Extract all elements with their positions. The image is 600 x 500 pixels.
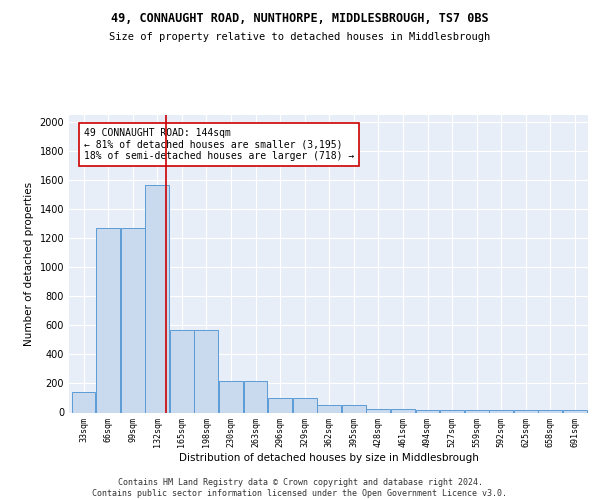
Bar [121, 228, 145, 412]
Text: 49, CONNAUGHT ROAD, NUNTHORPE, MIDDLESBROUGH, TS7 0BS: 49, CONNAUGHT ROAD, NUNTHORPE, MIDDLESBR… [111, 12, 489, 26]
Y-axis label: Number of detached properties: Number of detached properties [24, 182, 34, 346]
Bar [170, 330, 194, 412]
Bar [194, 330, 218, 412]
Bar [96, 228, 120, 412]
Bar [219, 382, 243, 412]
Bar [293, 398, 317, 412]
Bar [145, 184, 169, 412]
Bar [514, 410, 538, 412]
Bar [416, 410, 439, 412]
Bar [391, 409, 415, 412]
Bar [367, 409, 391, 412]
Bar [71, 392, 95, 412]
Bar [317, 405, 341, 412]
Bar [244, 382, 268, 412]
Text: 49 CONNAUGHT ROAD: 144sqm
← 81% of detached houses are smaller (3,195)
18% of se: 49 CONNAUGHT ROAD: 144sqm ← 81% of detac… [83, 128, 354, 162]
Bar [563, 410, 587, 412]
Bar [342, 405, 366, 412]
X-axis label: Distribution of detached houses by size in Middlesbrough: Distribution of detached houses by size … [179, 453, 478, 463]
Bar [440, 410, 464, 412]
Bar [538, 410, 562, 412]
Bar [268, 398, 292, 412]
Bar [490, 410, 513, 412]
Text: Contains HM Land Registry data © Crown copyright and database right 2024.
Contai: Contains HM Land Registry data © Crown c… [92, 478, 508, 498]
Bar [465, 410, 488, 412]
Text: Size of property relative to detached houses in Middlesbrough: Size of property relative to detached ho… [109, 32, 491, 42]
